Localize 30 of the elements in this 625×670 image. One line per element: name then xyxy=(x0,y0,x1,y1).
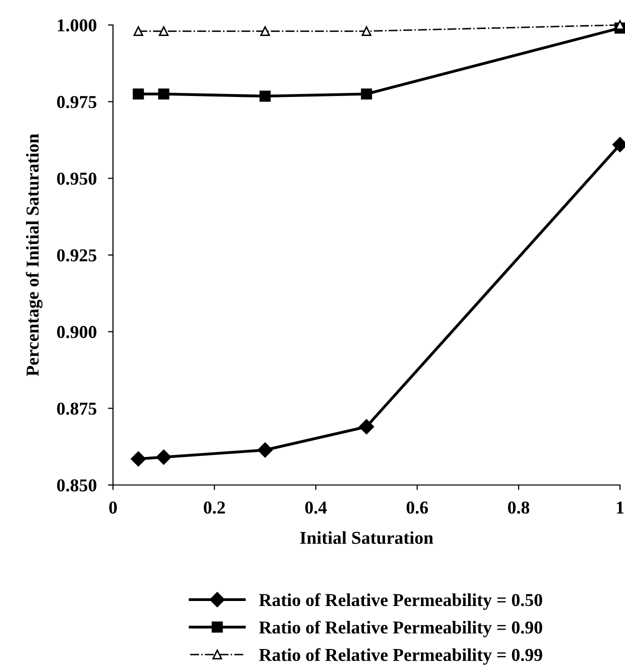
y-tick-label: 0.925 xyxy=(57,249,96,262)
point xyxy=(156,450,172,465)
point xyxy=(260,90,271,102)
point xyxy=(260,26,270,36)
y-tick-label: 0.850 xyxy=(57,479,96,492)
point xyxy=(362,26,372,36)
legend-label: Ratio of Relative Permeability = 0.99 xyxy=(259,648,542,665)
y-tick-label: 0.875 xyxy=(57,402,96,415)
point xyxy=(130,451,146,467)
x-tick-label: 0.4 xyxy=(305,501,327,514)
x-tick-label: 1 xyxy=(616,502,624,514)
y-tick-label: 0.900 xyxy=(57,326,96,338)
x-tick-label: 0 xyxy=(109,501,117,514)
point xyxy=(358,419,374,434)
point xyxy=(158,88,170,100)
x-axis-title: Initial Saturation xyxy=(300,531,434,544)
point xyxy=(360,88,372,100)
point xyxy=(133,26,144,36)
point xyxy=(258,442,273,458)
point xyxy=(158,26,169,36)
y-axis-title: Percentage of Initial Saturation xyxy=(26,134,43,376)
x-tick-label: 0.8 xyxy=(508,501,530,514)
y-tick-label: 0.975 xyxy=(57,96,96,108)
legend-label: Ratio of Relative Permeability = 0.50 xyxy=(259,593,542,610)
y-tick-label: 0.950 xyxy=(57,172,96,185)
y-tick-label: 1.000 xyxy=(58,19,96,32)
legend-label: Ratio of Relative Permeability = 0.90 xyxy=(259,620,542,638)
x-tick-label: 0.6 xyxy=(406,501,428,514)
x-tick-label: 0.2 xyxy=(204,501,225,514)
point xyxy=(132,88,144,100)
